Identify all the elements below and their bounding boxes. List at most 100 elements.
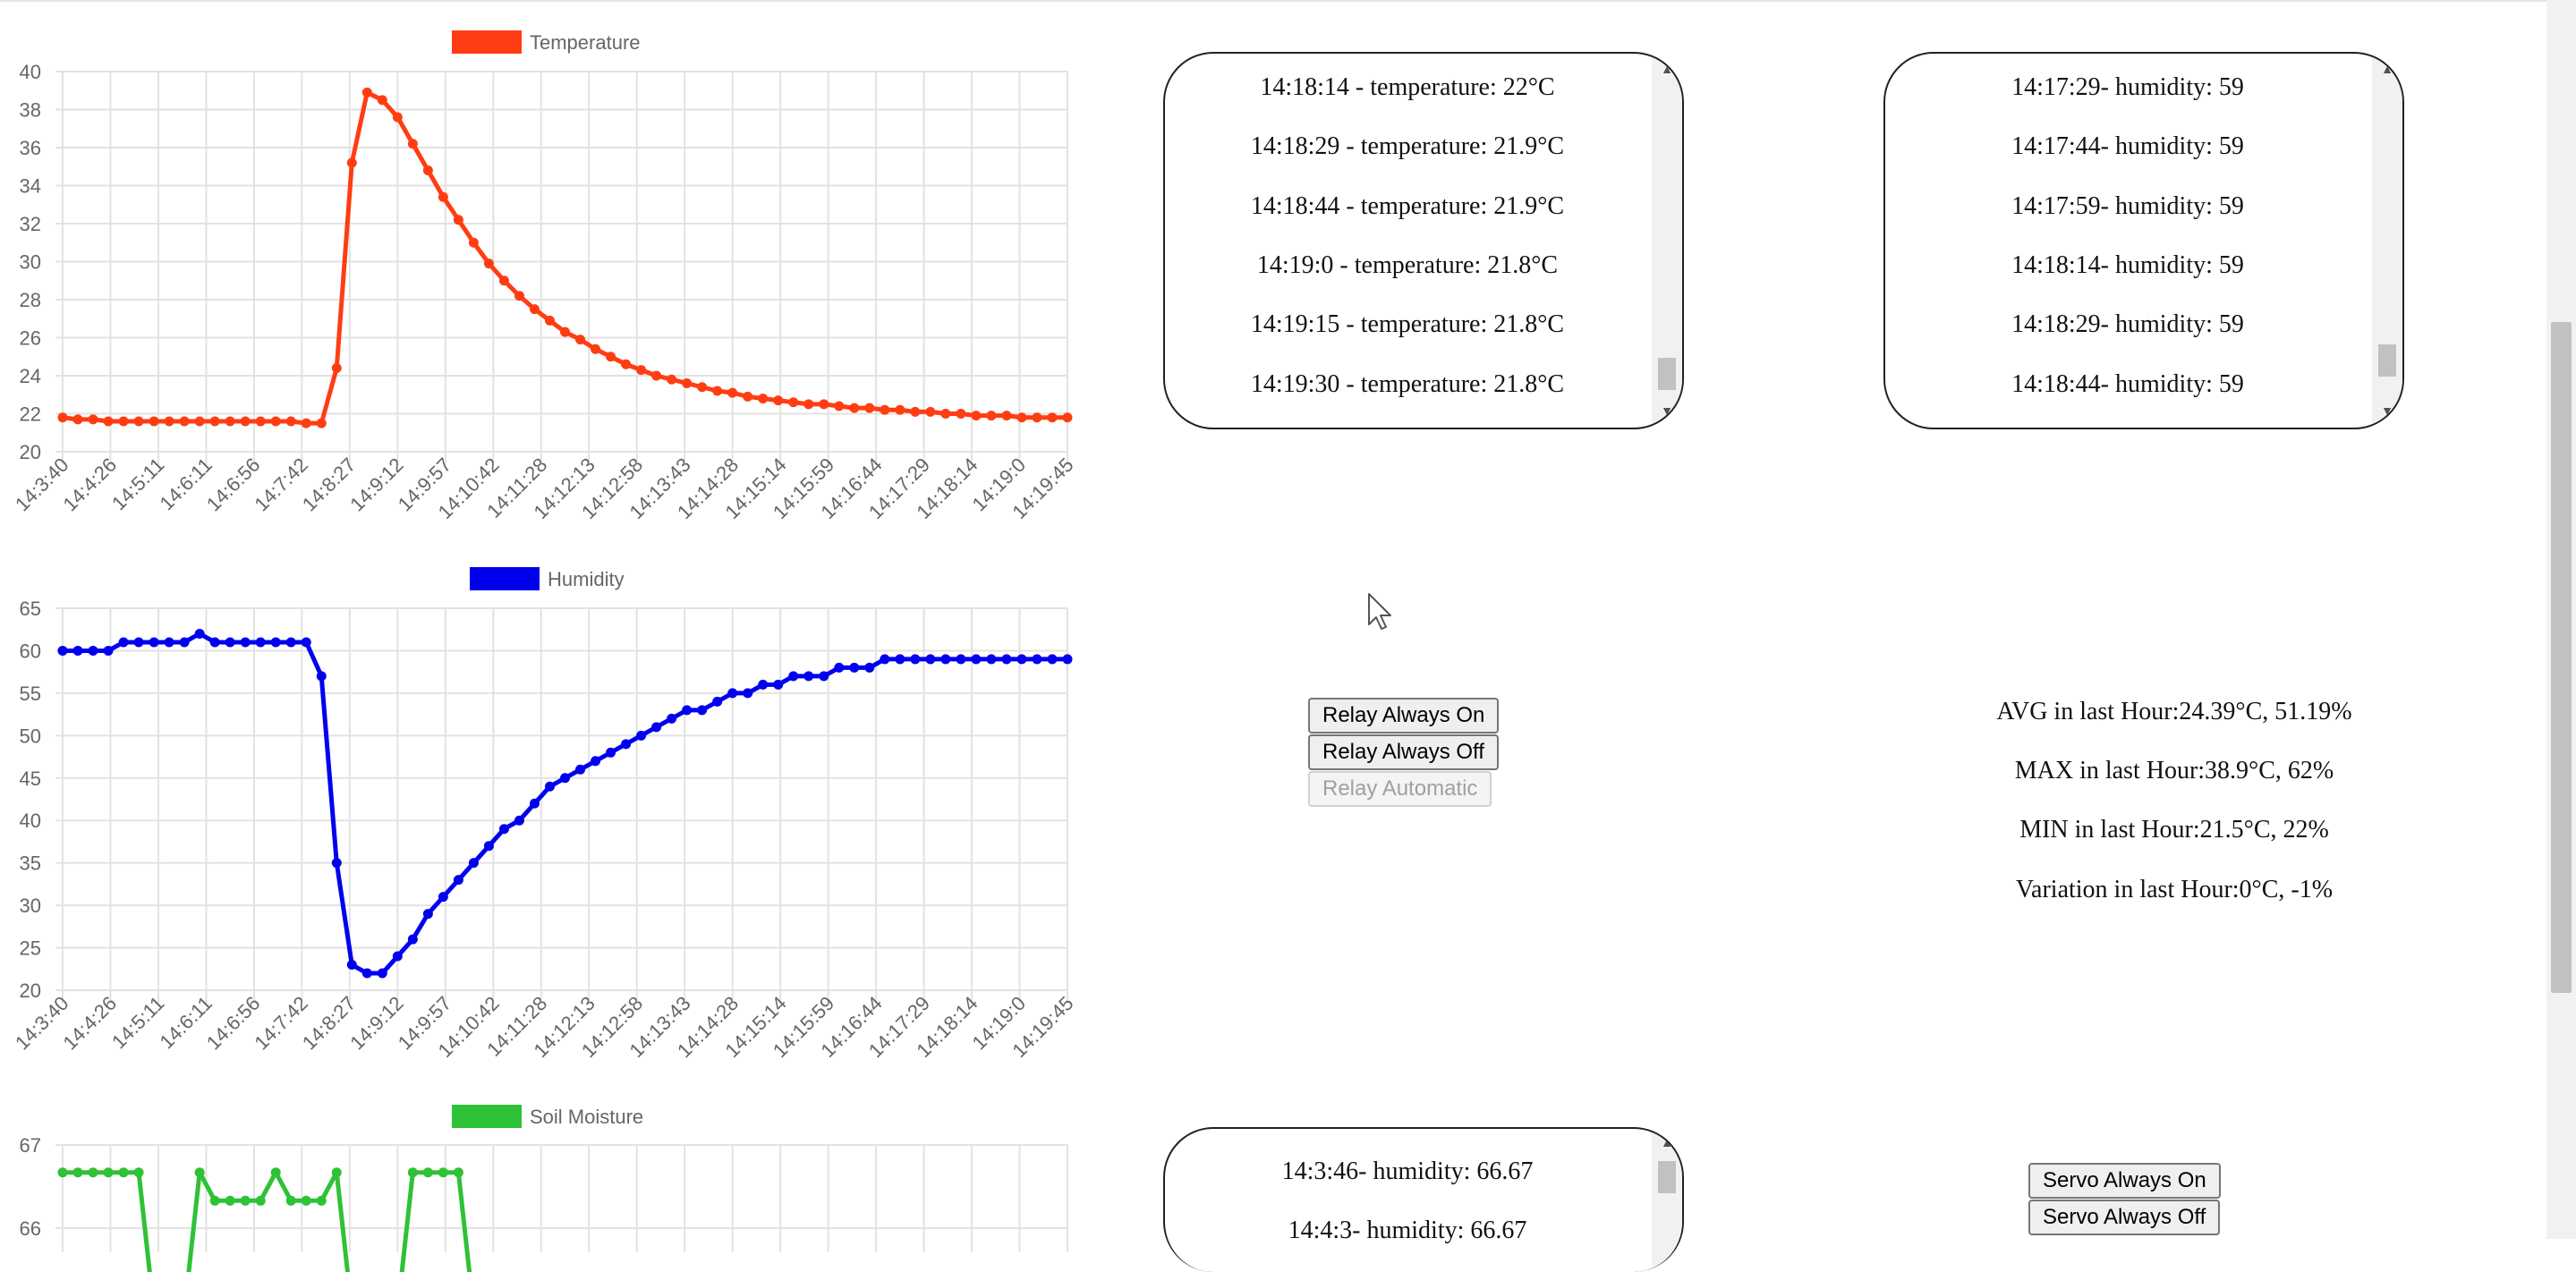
data-point: [361, 87, 372, 98]
y-tick-label: 30: [20, 251, 41, 274]
data-point: [72, 414, 83, 425]
servo-always-off-button[interactable]: Servo Always Off: [2028, 1200, 2221, 1235]
data-point: [636, 730, 647, 741]
data-point: [103, 1167, 114, 1178]
data-point: [803, 671, 814, 682]
data-point: [331, 1167, 342, 1178]
humidity-chart: Humidity2025303540455055606514:3:4014:4:…: [11, 567, 1078, 1062]
data-point: [529, 798, 540, 809]
y-tick-label: 35: [20, 852, 41, 875]
data-point: [560, 773, 570, 784]
data-point: [164, 637, 174, 648]
scroll-thumb[interactable]: [1658, 358, 1676, 390]
data-point: [392, 951, 403, 962]
soil-moisture-chart: Soil Moisture 66 67: [20, 1105, 1068, 1272]
data-point: [1047, 412, 1058, 423]
data-point: [453, 875, 463, 886]
data-point: [407, 139, 418, 149]
data-point: [133, 637, 144, 648]
data-point: [925, 406, 936, 417]
x-tick-label: 14:8:27: [298, 454, 361, 516]
temperature-log-entry: 14:19:0 - temperature: 21.8°C: [1256, 251, 1559, 279]
data-point: [606, 747, 616, 758]
data-point: [864, 403, 875, 413]
data-point: [560, 326, 570, 337]
scroll-thumb[interactable]: [2378, 344, 2396, 377]
data-point: [514, 815, 524, 826]
y-tick-label: 28: [20, 289, 41, 311]
temperature-log-entry: 14:19:15 - temperature: 21.8°C: [1250, 310, 1565, 338]
page-scroll-thumb[interactable]: [2551, 322, 2572, 993]
y-tick-label: 40: [20, 61, 41, 83]
scroll-up-icon[interactable]: ▲: [2381, 62, 2393, 76]
data-point: [225, 637, 235, 648]
page-scrollbar[interactable]: [2546, 0, 2576, 1239]
scroll-down-icon[interactable]: ▼: [1661, 403, 1673, 418]
relay-always-off-button[interactable]: Relay Always Off: [1308, 734, 1499, 770]
data-point: [285, 1195, 296, 1206]
y-tick-label: 24: [20, 365, 41, 387]
data-point: [1032, 654, 1042, 665]
humidity-log[interactable]: 14:17:29- humidity: 59 14:17:44- humidit…: [1883, 52, 2404, 429]
y-tick-label: 40: [20, 810, 41, 832]
data-point: [392, 112, 403, 123]
data-point: [468, 858, 479, 869]
humidity-log-entry: 14:18:44- humidity: 59: [2011, 370, 2244, 398]
temperature-log-entry: 14:18:44 - temperature: 21.9°C: [1250, 192, 1565, 220]
data-point: [438, 191, 448, 202]
data-point: [438, 1167, 448, 1178]
scroll-thumb[interactable]: [1658, 1161, 1676, 1193]
data-point: [133, 416, 144, 427]
data-point: [422, 1167, 433, 1178]
y-tick-label: 25: [20, 937, 41, 960]
data-point: [651, 722, 662, 733]
data-point: [179, 416, 190, 427]
data-point: [591, 756, 601, 767]
data-point: [133, 1167, 144, 1178]
data-point: [88, 1167, 98, 1178]
data-point: [956, 409, 966, 419]
data-point: [103, 416, 114, 427]
data-point: [1001, 654, 1012, 665]
soil-moisture-log[interactable]: 14:3:46- humidity: 66.67 14:4:3- humidit…: [1163, 1127, 1684, 1272]
scroll-up-icon[interactable]: ▲: [1661, 62, 1673, 76]
soil-log-scrollbar[interactable]: ▲: [1652, 1129, 1682, 1272]
data-point: [179, 637, 190, 648]
y-tick-label: 26: [20, 327, 41, 350]
relay-automatic-button[interactable]: Relay Automatic: [1308, 771, 1492, 807]
y-tick-label: 67: [20, 1134, 41, 1157]
x-tick-label: 14:9:12: [345, 454, 408, 516]
data-point: [270, 637, 281, 648]
x-tick-label: 14:6:56: [202, 454, 265, 516]
data-point: [240, 1195, 251, 1206]
scroll-down-icon[interactable]: ▼: [2381, 403, 2393, 418]
scroll-up-icon[interactable]: ▲: [1661, 1135, 1673, 1149]
data-point: [57, 1167, 68, 1178]
data-point: [788, 397, 799, 408]
servo-always-on-button[interactable]: Servo Always On: [2028, 1163, 2221, 1199]
data-point: [149, 416, 159, 427]
x-tick-label: 14:7:42: [250, 454, 312, 516]
data-point: [346, 157, 357, 168]
x-tick-label: 14:7:42: [250, 992, 312, 1055]
temperature-log[interactable]: 14:18:14 - temperature: 22°C 14:18:29 - …: [1163, 52, 1684, 429]
y-tick-label: 36: [20, 137, 41, 159]
data-point: [316, 671, 327, 682]
data-point: [468, 237, 479, 248]
data-point: [773, 395, 784, 406]
data-point: [255, 416, 266, 427]
x-tick-label: 14:4:26: [58, 454, 121, 516]
data-point: [194, 628, 205, 639]
temperature-log-scrollbar[interactable]: ▲ ▼: [1652, 54, 1682, 428]
data-point: [682, 705, 693, 716]
soil-log-entry: 14:4:3- humidity: 66.67: [1288, 1217, 1527, 1244]
humidity-log-entry: 14:17:29- humidity: 59: [2011, 73, 2244, 101]
max-last-hour: MAX in last Hour:38.9°C, 62%: [2014, 757, 2334, 784]
data-point: [88, 414, 98, 425]
humidity-log-scrollbar[interactable]: ▲ ▼: [2372, 54, 2402, 428]
data-point: [57, 412, 68, 423]
relay-always-on-button[interactable]: Relay Always On: [1308, 698, 1500, 734]
y-tick-label: 32: [20, 213, 41, 235]
y-tick-label: 60: [20, 640, 41, 662]
y-tick-label: 50: [20, 725, 41, 747]
